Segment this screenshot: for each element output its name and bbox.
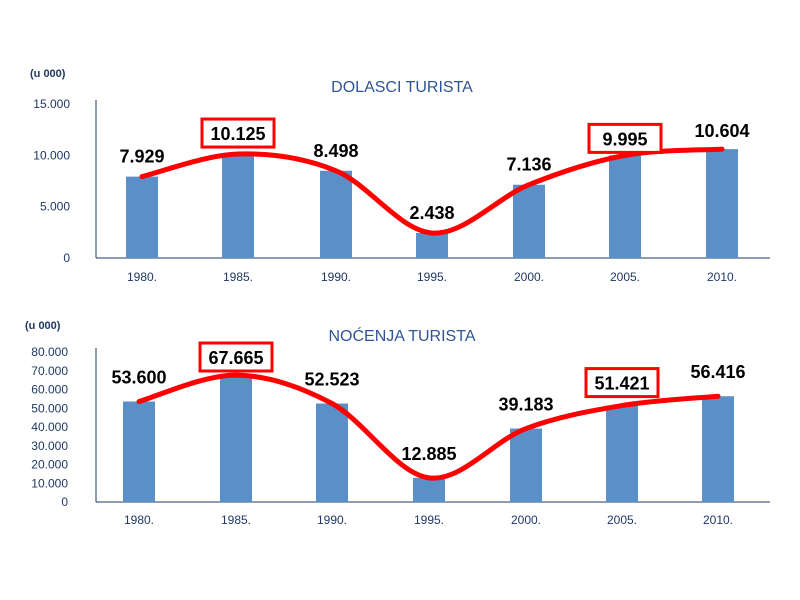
- chart-1-trend-line: [139, 146, 725, 236]
- chart-2-bar: [316, 403, 348, 502]
- chart-2-ytick-label: 70.000: [31, 364, 68, 378]
- chart-2-xtick-label: 2000.: [511, 513, 541, 527]
- chart-2-data-label: 56.416: [690, 362, 745, 382]
- chart-2-unit-label: (u 000): [25, 320, 61, 332]
- chart-2-bar: [123, 401, 155, 502]
- chart-1-data-label: 2.438: [409, 203, 454, 223]
- chart-1-xtick-label: 1995.: [417, 270, 447, 284]
- chart-1-data-label: 7.136: [506, 155, 551, 175]
- chart-2-ytick-label: 80.000: [31, 345, 68, 359]
- chart-1-xtick-label: 2000.: [514, 270, 544, 284]
- chart-2-data-label: 12.885: [401, 444, 456, 464]
- chart-2-ytick-label: 10.000: [31, 476, 68, 490]
- chart-1-highlight-box: [200, 117, 276, 149]
- chart-2-data-label: 52.523: [304, 370, 359, 390]
- chart-1-xtick-label: 2010.: [707, 270, 737, 284]
- chart-1-data-label: 8.498: [313, 141, 358, 161]
- chart-1-bar: [222, 154, 254, 258]
- chart-2-ytick-label: 30.000: [31, 439, 68, 453]
- chart-1-unit-label: (u 000): [30, 68, 66, 80]
- chart-2-xtick-label: 2005.: [607, 513, 637, 527]
- chart-1-bar: [126, 176, 158, 258]
- chart-1-xtick-label: 1980.: [127, 270, 157, 284]
- chart-2-data-label: 39.183: [498, 395, 553, 415]
- chart-2-xtick-label: 1985.: [221, 513, 251, 527]
- chart-1-xtick-label: 1990.: [321, 270, 351, 284]
- chart-2-ytick-label: 0: [61, 495, 68, 509]
- chart-1-bar: [706, 149, 738, 258]
- chart-1-bar: [416, 232, 448, 258]
- chart-2-title: NOĆENJA TURISTA: [329, 326, 476, 345]
- chart-1-bar: [513, 184, 545, 258]
- chart-2-bar: [606, 405, 638, 502]
- chart-2-ytick-label: 40.000: [31, 420, 68, 434]
- chart-2-highlight-box: [584, 367, 660, 399]
- chart-1-ytick-label: 5.000: [40, 200, 70, 214]
- chart-2-xtick-label: 2010.: [703, 513, 733, 527]
- chart-2-ytick-label: 60.000: [31, 383, 68, 397]
- chart-1-highlight-box: [587, 122, 663, 154]
- chart-1-ytick-label: 10.000: [33, 148, 70, 162]
- chart-2-data-label: 67.665: [208, 348, 263, 368]
- chart-1-bar: [609, 155, 641, 258]
- chart-1-data-label: 10.604: [694, 121, 749, 141]
- chart-2: (u 000) NOĆENJA TURISTA 0 10.000 20.000 30.00…: [25, 320, 770, 527]
- chart-1-xtick-label: 1985.: [223, 270, 253, 284]
- chart-2-xtick-label: 1995.: [414, 513, 444, 527]
- chart-2-bar: [220, 375, 252, 502]
- chart-2-bar: [510, 428, 542, 502]
- chart-2-bar: [413, 477, 445, 502]
- chart-1-data-label: 10.125: [210, 124, 265, 144]
- chart-1-data-label: 7.929: [119, 147, 164, 167]
- chart-2-xtick-label: 1980.: [124, 513, 154, 527]
- chart-1-title: DOLASCI TURISTA: [331, 79, 473, 96]
- chart-1-ytick-label: 15.000: [33, 97, 70, 111]
- chart-1-bar: [320, 170, 352, 258]
- chart-1-data-label: 9.995: [602, 129, 647, 149]
- chart-1: (u 000) DOLASCI TURISTA 0 5.000 10.000 15.000…: [30, 68, 770, 284]
- chart-1-xtick-label: 2005.: [610, 270, 640, 284]
- chart-2-ytick-label: 50.000: [31, 401, 68, 415]
- chart-2-ytick-label: 20.000: [31, 458, 68, 472]
- chart-2-bar: [702, 396, 734, 502]
- chart-2-highlight-box: [198, 341, 274, 373]
- chart-2-xtick-label: 1990.: [317, 513, 347, 527]
- chart-2-data-label: 51.421: [594, 374, 649, 394]
- chart-1-ytick-label: 0: [63, 251, 70, 265]
- chart-2-trend-line: [136, 372, 721, 481]
- chart-2-data-label: 53.600: [111, 368, 166, 388]
